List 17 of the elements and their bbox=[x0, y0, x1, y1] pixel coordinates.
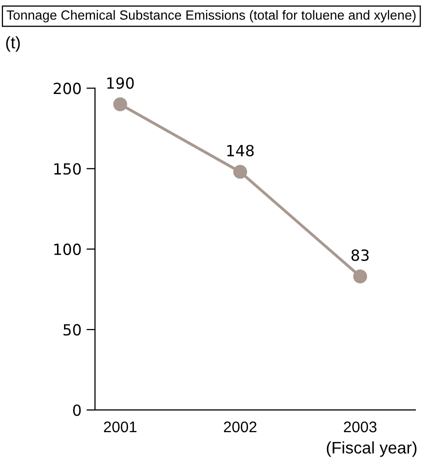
y-tick-label: 50 bbox=[64, 324, 81, 336]
y-tick-label: 200 bbox=[54, 82, 81, 94]
point bbox=[113, 97, 128, 112]
x-axis-title: (Fiscal year) bbox=[326, 441, 416, 457]
y-tick-label: 100 bbox=[54, 244, 81, 256]
data-label: 148 bbox=[227, 144, 254, 156]
point bbox=[233, 164, 248, 179]
x-tick-label: 2002 bbox=[224, 422, 256, 432]
x-tick-label: 2003 bbox=[344, 422, 376, 432]
data-label: 190 bbox=[107, 77, 134, 89]
point bbox=[353, 270, 368, 284]
x-tick-label: 2001 bbox=[104, 422, 136, 432]
y-axis-title: (t) bbox=[6, 36, 20, 52]
y-tick-label: 150 bbox=[54, 163, 81, 175]
y-tick-label: 0 bbox=[73, 404, 81, 416]
chart-title: Tonnage Chemical Substance Emissions (total for toluene and xylene) bbox=[6, 10, 416, 22]
data-label: 83 bbox=[351, 249, 369, 261]
